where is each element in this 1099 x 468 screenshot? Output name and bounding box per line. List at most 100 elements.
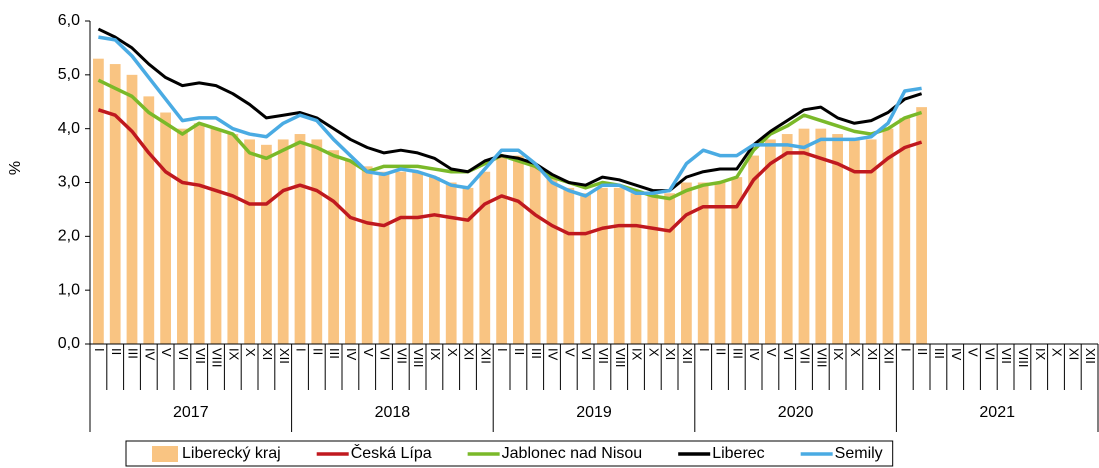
x-tick-label: VII: [596, 348, 611, 364]
x-tick-label: V: [966, 348, 981, 357]
bar: [210, 128, 222, 344]
bar: [244, 139, 255, 344]
y-tick-label: 0,0: [58, 335, 80, 352]
bar: [697, 182, 709, 344]
bar: [798, 128, 810, 344]
x-tick-label: XI: [663, 348, 678, 360]
x-tick-label: IV: [949, 348, 964, 361]
bar: [412, 171, 423, 344]
bar: [647, 193, 659, 344]
x-tick-label: IV: [344, 348, 359, 361]
bar: [193, 123, 205, 345]
bar: [832, 134, 843, 344]
x-tick-label: X: [445, 348, 460, 357]
y-tick-label: 3,0: [58, 174, 80, 191]
bar: [109, 64, 121, 345]
bar: [361, 166, 373, 344]
x-tick-label: IX: [630, 348, 645, 361]
x-tick-label: VI: [982, 348, 997, 360]
year-label: 2020: [778, 404, 814, 421]
bar: [227, 134, 239, 344]
x-tick-label: VIII: [613, 348, 628, 368]
bar: [294, 134, 306, 344]
x-tick-label: III: [932, 348, 947, 359]
x-tick-label: II: [915, 348, 930, 355]
bar: [563, 187, 575, 344]
bar: [328, 150, 339, 344]
x-tick-label: V: [159, 348, 174, 357]
x-tick-label: I: [294, 348, 309, 352]
x-tick-label: VII: [999, 348, 1014, 364]
x-tick-label: VII: [394, 348, 409, 364]
year-label: 2019: [576, 404, 612, 421]
bar: [445, 182, 457, 344]
x-tick-label: XII: [680, 348, 695, 364]
bar: [731, 177, 743, 344]
x-tick-label: IX: [428, 348, 443, 361]
x-tick-label: IV: [546, 348, 561, 361]
bar: [597, 187, 608, 344]
x-tick-label: XI: [260, 348, 275, 360]
bar: [630, 193, 642, 344]
x-tick-label: VI: [176, 348, 191, 360]
x-tick-label: III: [126, 348, 141, 359]
bar: [496, 155, 507, 344]
y-tick-label: 6,0: [58, 12, 80, 29]
legend-box: [125, 440, 894, 467]
bar: [126, 74, 138, 344]
y-tick-label: 2,0: [58, 228, 80, 245]
x-tick-label: VII: [798, 348, 813, 364]
x-tick-label: IX: [831, 348, 846, 361]
bar: [261, 144, 272, 344]
bar: [277, 139, 289, 344]
legend-swatch: [152, 446, 178, 462]
y-tick-label: 1,0: [58, 281, 80, 298]
x-tick-label: III: [327, 348, 342, 359]
bar: [580, 193, 591, 344]
x-tick-label: XI: [865, 348, 880, 360]
x-tick-label: VIII: [411, 348, 426, 368]
line: [97, 27, 923, 193]
x-tick-label: X: [243, 348, 258, 357]
bar: [849, 139, 860, 344]
x-tick-label: VIII: [210, 348, 225, 368]
line: [97, 78, 923, 201]
bar: [311, 139, 323, 344]
bar: [479, 171, 491, 344]
x-tick-label: XII: [1083, 348, 1098, 364]
legend-label: Liberec: [712, 445, 764, 462]
x-tick-label: IX: [226, 348, 241, 361]
y-axis-label: %: [7, 161, 24, 175]
x-tick-label: II: [109, 348, 124, 355]
bar: [546, 177, 558, 344]
x-tick-label: V: [361, 348, 376, 357]
legend-label: Česká Lípa: [351, 443, 432, 462]
x-tick-label: V: [764, 348, 779, 357]
bar: [177, 128, 188, 344]
year-label: 2017: [173, 404, 209, 421]
legend-label: Liberecký kraj: [182, 445, 281, 462]
bar: [395, 171, 407, 344]
bar: [748, 155, 759, 344]
x-tick-label: II: [310, 348, 325, 355]
x-tick-label: XI: [462, 348, 477, 360]
line: [98, 35, 922, 198]
x-tick-label: X: [848, 348, 863, 357]
x-tick-label: VI: [579, 348, 594, 360]
y-tick-label: 5,0: [58, 66, 80, 83]
bar: [529, 166, 541, 344]
x-tick-label: II: [512, 348, 527, 355]
x-tick-label: I: [92, 348, 107, 352]
x-tick-label: III: [730, 348, 745, 359]
bar: [681, 182, 692, 344]
bar: [345, 160, 356, 344]
x-tick-label: I: [898, 348, 913, 352]
x-tick-label: V: [562, 348, 577, 357]
x-tick-label: VII: [193, 348, 208, 364]
bar: [429, 177, 440, 344]
x-tick-label: VI: [781, 348, 796, 360]
bar: [462, 187, 474, 344]
bar: [916, 107, 927, 344]
x-tick-label: IX: [1033, 348, 1048, 361]
